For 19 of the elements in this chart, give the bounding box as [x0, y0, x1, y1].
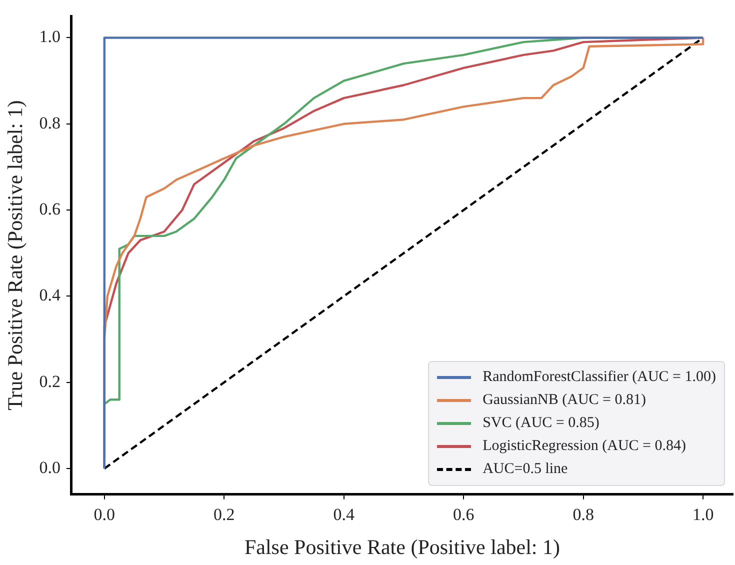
y-tick-label: 0.4	[39, 286, 61, 305]
y-tick-label: 0.6	[39, 200, 60, 219]
x-tick-label: 0.8	[572, 505, 594, 524]
x-tick-label: 0.4	[333, 505, 355, 524]
legend-label: AUC=0.5 line	[482, 461, 568, 478]
y-tick-label: 1.0	[39, 27, 60, 46]
x-tick-label: 0.0	[94, 505, 116, 524]
legend-label: GaussianNB (AUC = 0.81)	[482, 392, 646, 408]
x-tick-label: 0.2	[213, 505, 235, 524]
legend-label: RandomForestClassifier (AUC = 1.00)	[482, 369, 716, 386]
x-tick-label: 1.0	[692, 505, 714, 524]
x-tick-label: 0.6	[452, 505, 474, 524]
y-tick-label: 0.8	[39, 113, 60, 132]
y-tick-label: 0.2	[39, 372, 60, 391]
legend-label: SVC (AUC = 0.85)	[482, 415, 600, 432]
legend-label: LogisticRegression (AUC = 0.84)	[482, 438, 686, 454]
x-axis-title: False Positive Rate (Positive label: 1)	[244, 534, 560, 559]
y-axis-title: True Positive Rate (Positive label: 1)	[3, 100, 28, 410]
y-tick-label: 0.0	[39, 458, 60, 478]
